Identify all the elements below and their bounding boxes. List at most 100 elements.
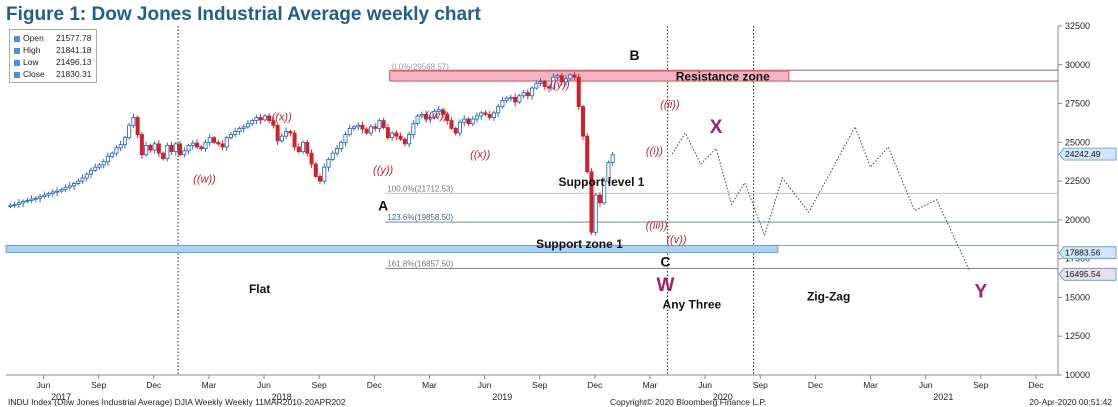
y-tick-label: 25000	[1065, 137, 1090, 147]
chart-annotation: Support level 1	[558, 175, 644, 189]
wave-label-major: A	[378, 198, 388, 214]
candle-body	[80, 177, 85, 182]
y-tick-label: 30000	[1065, 60, 1090, 70]
candle-body	[525, 92, 530, 97]
wave-label-xy: Y	[974, 281, 987, 302]
footer-copyright: Copyright© 2020 Bloomberg Finance L.P.	[610, 397, 767, 407]
x-tick-label: Jun	[698, 380, 712, 390]
candle-body	[530, 87, 535, 97]
candle-body	[241, 126, 246, 129]
candle-body	[152, 143, 157, 151]
fib-level-label: 123.6%(19858.50)	[387, 213, 453, 222]
chart-annotation: Any Three	[663, 297, 722, 311]
legend-open-value: 21577.78	[56, 33, 92, 43]
candle-body	[559, 75, 564, 83]
candle-body	[428, 117, 433, 120]
candle-body	[93, 166, 98, 171]
candle-body	[318, 176, 323, 182]
candle-body	[50, 191, 55, 194]
candle-body	[216, 141, 221, 145]
legend-low-value: 21496.13	[56, 57, 92, 67]
x-tick-label: Sep	[753, 380, 768, 390]
candle-body	[148, 145, 153, 151]
fib-level-label: 0.0%(29568.57)	[392, 62, 449, 71]
candle-body	[88, 169, 93, 175]
candle-body	[284, 131, 289, 137]
candle-body	[474, 115, 479, 120]
candle-body	[63, 186, 68, 191]
fib-level-label: 100.0%(21712.53)	[387, 184, 453, 193]
y-tick-label: 20000	[1065, 215, 1090, 225]
candle-body	[67, 185, 72, 188]
candle-body	[38, 196, 43, 199]
x-year-label: 2020	[713, 392, 733, 402]
candle-body	[182, 150, 187, 156]
x-year-label: 2019	[492, 392, 512, 402]
x-tick-label: Dec	[1028, 380, 1044, 390]
x-tick-label: Sep	[973, 380, 988, 390]
y-tick-label: 10000	[1065, 370, 1090, 380]
x-tick-label: Sep	[312, 380, 327, 390]
candle-body	[508, 96, 513, 99]
legend-high: High 21841.18	[14, 45, 91, 55]
candle-body	[347, 127, 352, 135]
candle-body	[271, 120, 276, 126]
candle-body	[432, 110, 437, 118]
candle-body	[118, 144, 123, 149]
candle-body	[237, 127, 242, 132]
price-tag-label: 16495.54	[1065, 269, 1101, 279]
legend-close: Close 21830.31	[14, 69, 91, 79]
legend-high-value: 21841.18	[56, 45, 92, 55]
candle-body	[228, 134, 233, 139]
candle-body	[8, 204, 13, 207]
candle-body	[436, 109, 441, 112]
candle-body	[390, 132, 395, 139]
x-tick-label: Mar	[643, 380, 658, 390]
footer-source: INDU Index (Dow Jones Industrial Average…	[8, 397, 346, 407]
legend-low-label: Low	[23, 57, 39, 67]
candle-body	[504, 97, 509, 101]
candle-body	[156, 143, 161, 154]
candle-body	[161, 152, 166, 160]
candle-body	[517, 95, 522, 103]
candle-body	[16, 202, 21, 205]
candle-body	[131, 117, 136, 126]
candle-body	[173, 143, 178, 153]
resistance-zone-band	[389, 69, 790, 82]
x-tick-label: Sep	[91, 380, 106, 390]
price-tag-label: 24242.49	[1065, 149, 1101, 159]
wave-label-xy: W	[656, 275, 674, 296]
candle-body	[551, 76, 556, 89]
legend-close-value: 21830.31	[56, 69, 92, 79]
candle-body	[424, 114, 429, 120]
candle-body	[267, 115, 272, 122]
candle-body	[122, 137, 127, 146]
candle-body	[245, 123, 250, 128]
candle-body	[572, 74, 577, 78]
chart-annotation: Resistance zone	[676, 69, 770, 83]
y-tick-label: 12500	[1065, 331, 1090, 341]
wave-label-minor: ((x))	[272, 112, 292, 124]
candle-body	[84, 173, 89, 179]
candle-body	[441, 109, 446, 115]
x-tick-label: Dec	[808, 380, 824, 390]
ohlc-legend: Open 21577.78 High 21841.18 Low 21496.13 Cl…	[9, 29, 97, 83]
candle-body	[368, 126, 373, 134]
wave-label-major: B	[629, 47, 639, 63]
candle-body	[547, 86, 552, 89]
candle-body	[195, 142, 200, 148]
candle-body	[139, 134, 144, 156]
wave-label-minor: ((v))	[666, 234, 686, 246]
legend-close-label: Close	[23, 69, 45, 79]
legend-open: Open 21577.78	[14, 33, 91, 43]
candle-body	[381, 120, 386, 128]
candle-body	[105, 155, 110, 163]
candle-body	[580, 106, 585, 137]
candle-body	[55, 190, 60, 193]
candle-body	[360, 124, 365, 130]
wave-label-minor: ((y))	[549, 79, 569, 91]
support-zone-band	[5, 245, 779, 253]
candle-body	[322, 166, 327, 182]
candle-body	[169, 145, 174, 153]
fib-level-label: 161.8%(16857.50)	[387, 260, 453, 269]
